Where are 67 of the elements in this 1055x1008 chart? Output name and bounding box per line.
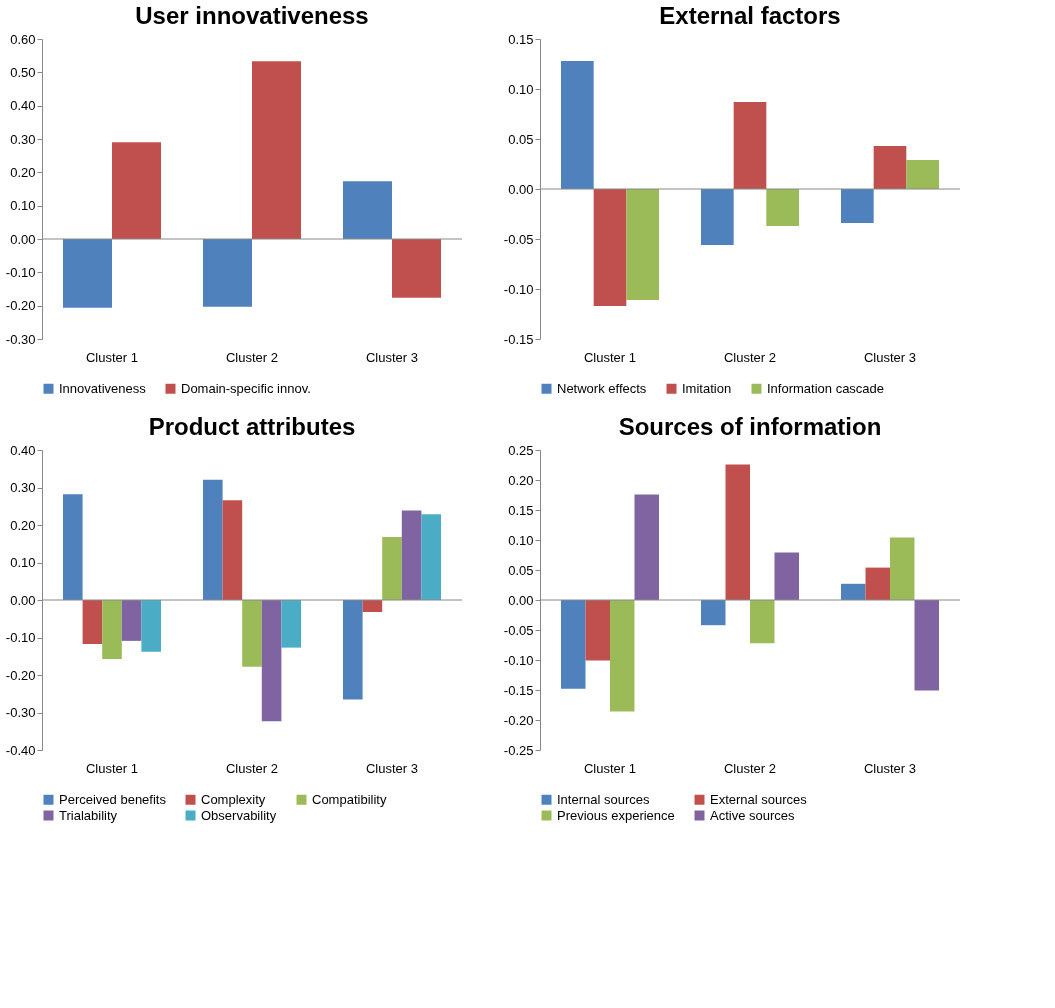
legend-label: Previous experience xyxy=(557,807,675,823)
y-tick-label: 0.05 xyxy=(508,562,534,578)
x-tick-label: Cluster 2 xyxy=(723,760,777,776)
x-tick-label: Cluster 2 xyxy=(225,760,279,776)
y-tick-label: 0.30 xyxy=(10,480,36,495)
x-tick-label: Cluster 2 xyxy=(225,349,279,365)
y-tick-label: 0.20 xyxy=(508,472,534,488)
y-tick-label: -0.25 xyxy=(503,742,534,758)
legend-label: Trialability xyxy=(59,807,118,823)
chart-title: External factors xyxy=(659,2,841,29)
y-tick-label: 0.40 xyxy=(10,98,36,114)
y-tick-label: 0.10 xyxy=(508,81,534,97)
x-tick-label: Cluster 2 xyxy=(723,349,777,365)
y-tick-label: 0.40 xyxy=(10,442,36,458)
x-tick-label: Cluster 3 xyxy=(863,760,917,776)
y-tick-label: -0.05 xyxy=(503,622,534,638)
y-tick-label: 0.20 xyxy=(10,164,36,180)
y-tick-label: -0.15 xyxy=(503,331,534,347)
y-tick-label: -0.15 xyxy=(503,682,534,698)
x-tick-label: Cluster 1 xyxy=(85,349,139,365)
x-tick-label: Cluster 1 xyxy=(583,349,637,365)
legend-label: External sources xyxy=(710,791,808,807)
legend-label: Compatibility xyxy=(312,791,387,807)
x-tick-label: Cluster 1 xyxy=(583,760,637,776)
y-tick-label: 0.05 xyxy=(508,131,534,147)
y-tick-label: 0.20 xyxy=(10,517,36,533)
y-tick-label: 0.10 xyxy=(10,198,36,214)
legend-label: Imitation xyxy=(682,380,732,396)
legend-label: Active sources xyxy=(710,807,796,823)
y-tick-label: -0.10 xyxy=(503,281,534,297)
y-tick-label: 0.60 xyxy=(10,31,36,47)
x-tick-label: Cluster 3 xyxy=(365,349,419,365)
y-tick-label: -0.40 xyxy=(5,742,36,758)
y-tick-label: 0.00 xyxy=(10,592,36,608)
y-tick-label: -0.30 xyxy=(5,705,36,720)
chart-title: User innovativeness xyxy=(135,2,369,29)
y-tick-label: -0.10 xyxy=(5,630,36,645)
y-tick-label: -0.20 xyxy=(503,712,534,728)
y-tick-label: 0.25 xyxy=(508,442,534,458)
legend-label: Observability xyxy=(201,807,277,823)
y-tick-label: 0.15 xyxy=(508,31,534,47)
y-tick-label: -0.30 xyxy=(5,331,36,347)
legend-label: Complexity xyxy=(201,791,266,807)
x-tick-label: Cluster 3 xyxy=(863,349,917,365)
legend-label: Domain-specific innov. xyxy=(181,380,311,396)
y-tick-label: 0.15 xyxy=(508,502,534,518)
legend-label: Internal sources xyxy=(557,791,650,807)
y-tick-label: -0.05 xyxy=(503,231,534,247)
legend-label: Perceived benefits xyxy=(59,791,167,807)
y-tick-label: -0.10 xyxy=(503,652,534,668)
y-tick-label: 0.00 xyxy=(508,592,534,608)
y-tick-label: 0.10 xyxy=(10,555,36,570)
chart-title: Sources of information xyxy=(618,413,882,440)
x-tick-label: Cluster 3 xyxy=(365,760,419,776)
y-tick-label: -0.20 xyxy=(5,298,36,314)
y-tick-label: -0.20 xyxy=(5,667,36,683)
legend-label: Network effects xyxy=(557,380,647,396)
y-tick-label: 0.00 xyxy=(508,181,534,197)
legend-label: Information cascade xyxy=(767,380,885,396)
chart-title: Product attributes xyxy=(148,413,356,440)
legend-label: Innovativeness xyxy=(59,380,147,396)
y-tick-label: 0.50 xyxy=(10,64,36,80)
y-tick-label: -0.10 xyxy=(5,264,36,280)
y-tick-label: 0.00 xyxy=(10,231,36,247)
y-tick-label: 0.10 xyxy=(508,532,534,548)
y-tick-label: 0.30 xyxy=(10,131,36,147)
x-tick-label: Cluster 1 xyxy=(85,760,139,776)
